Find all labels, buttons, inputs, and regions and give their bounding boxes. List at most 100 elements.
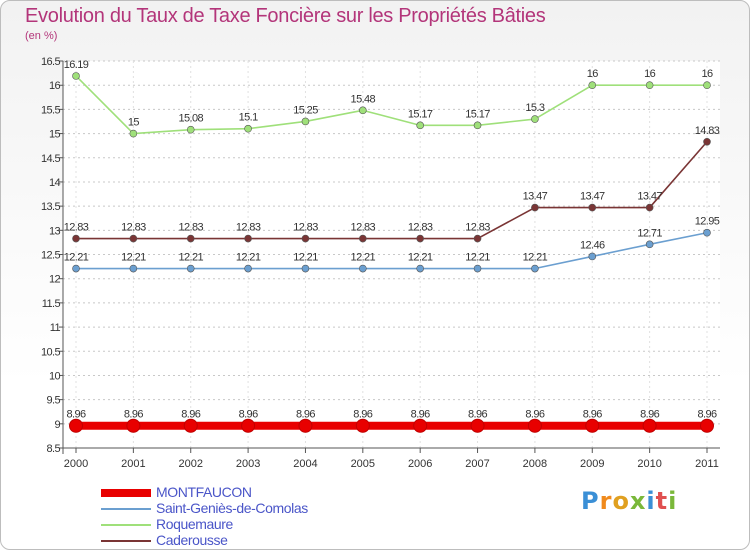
data-label: 8.96 (640, 409, 659, 421)
data-point (298, 418, 313, 433)
data-label: 12.21 (465, 252, 490, 264)
data-label: 8.96 (66, 409, 85, 421)
data-point (359, 234, 367, 243)
data-point (416, 234, 424, 243)
x-tick-label: 2006 (408, 458, 432, 470)
data-point (244, 234, 252, 243)
data-label: 12.21 (408, 252, 433, 264)
data-label: 15.48 (351, 93, 376, 105)
data-point (585, 418, 600, 433)
data-point (642, 418, 657, 433)
x-tick-label: 2005 (351, 458, 375, 470)
y-tick-label: 10 (49, 370, 61, 382)
x-tick-label: 2000 (64, 458, 88, 470)
y-tick-label: 15 (49, 129, 61, 141)
data-point (241, 418, 256, 433)
data-point (527, 418, 542, 433)
data-label: 12.95 (695, 216, 720, 228)
data-label: 8.96 (296, 409, 315, 421)
data-label: 15.08 (178, 113, 203, 125)
data-label: 12.46 (580, 239, 605, 251)
data-label: 8.96 (411, 409, 430, 421)
data-label: 8.96 (239, 409, 258, 421)
x-tick-label: 2011 (695, 458, 719, 470)
data-label: 8.96 (583, 409, 602, 421)
x-tick-label: 2001 (121, 458, 145, 470)
data-point (703, 228, 711, 237)
y-tick-label: 16.5 (41, 56, 60, 68)
y-tick-label: 12.5 (41, 250, 60, 262)
data-label: 16 (701, 68, 713, 80)
data-point (531, 264, 539, 273)
data-label: 12.21 (236, 252, 261, 264)
legend-label: Roquemaure (156, 516, 233, 532)
data-point (703, 137, 711, 146)
data-label: 12.83 (178, 222, 203, 234)
data-label: 13.47 (580, 191, 605, 203)
data-point (69, 418, 83, 433)
data-point (186, 264, 195, 273)
legend-label: Caderousse (156, 532, 228, 548)
data-label: 12.83 (408, 222, 433, 234)
data-point (244, 264, 252, 273)
y-tick-label: 9 (54, 419, 60, 431)
data-label: 16.19 (64, 59, 89, 71)
legend-swatch (101, 489, 151, 497)
data-label: 15.17 (465, 108, 490, 120)
data-point (473, 264, 482, 273)
data-point (416, 121, 424, 130)
data-label: 8.96 (181, 409, 200, 421)
data-point (186, 125, 195, 134)
legend-swatch (101, 508, 151, 510)
series-line (76, 141, 708, 240)
data-label: 8.96 (468, 409, 487, 421)
data-point (416, 264, 424, 273)
x-tick-label: 2008 (523, 458, 547, 470)
data-label: 8.96 (124, 409, 143, 421)
data-point (355, 418, 370, 433)
data-label: 16 (587, 68, 599, 80)
data-label: 12.21 (64, 252, 89, 264)
data-label: 15.1 (239, 112, 258, 124)
data-label: 12.83 (351, 222, 376, 234)
data-point (359, 264, 367, 273)
data-point (72, 264, 80, 273)
data-point (703, 81, 711, 89)
logo-letter: i (646, 487, 656, 515)
data-label: 12.21 (178, 252, 203, 264)
logo-letter: t (655, 487, 669, 515)
data-point (183, 418, 198, 433)
logo-letter: P (581, 487, 600, 515)
data-point (531, 115, 539, 123)
data-label: 13.47 (637, 191, 662, 203)
logo-letter: r (599, 487, 613, 515)
legend-swatch (101, 524, 151, 526)
logo-letter: o (612, 487, 630, 515)
series-line (75, 75, 707, 135)
data-label: 14.83 (695, 125, 720, 137)
data-label: 16 (644, 68, 656, 80)
x-tick-label: 2003 (236, 458, 260, 470)
x-tick-label: 2007 (465, 458, 489, 470)
y-tick-label: 16 (49, 80, 61, 92)
data-point (129, 234, 138, 243)
y-tick-label: 14.5 (41, 153, 60, 165)
y-tick-label: 8.5 (47, 443, 61, 455)
data-point (129, 264, 138, 273)
data-point (645, 240, 654, 249)
y-tick-label: 13.5 (41, 201, 60, 213)
data-label: 15.17 (408, 108, 433, 120)
data-point (645, 81, 654, 89)
chart-title: Evolution du Taux de Taxe Foncière sur l… (25, 5, 546, 27)
data-point (301, 117, 310, 126)
data-label: 12.83 (465, 222, 490, 234)
data-label: 12.83 (293, 222, 318, 234)
y-tick-label: 11.5 (42, 298, 61, 310)
legend-swatch (101, 540, 151, 542)
data-label: 8.96 (525, 409, 544, 421)
proxiti-logo: Proxiti (581, 487, 677, 515)
x-tick-label: 2010 (637, 458, 661, 470)
data-point (413, 418, 428, 433)
data-label: 12.21 (523, 252, 548, 264)
